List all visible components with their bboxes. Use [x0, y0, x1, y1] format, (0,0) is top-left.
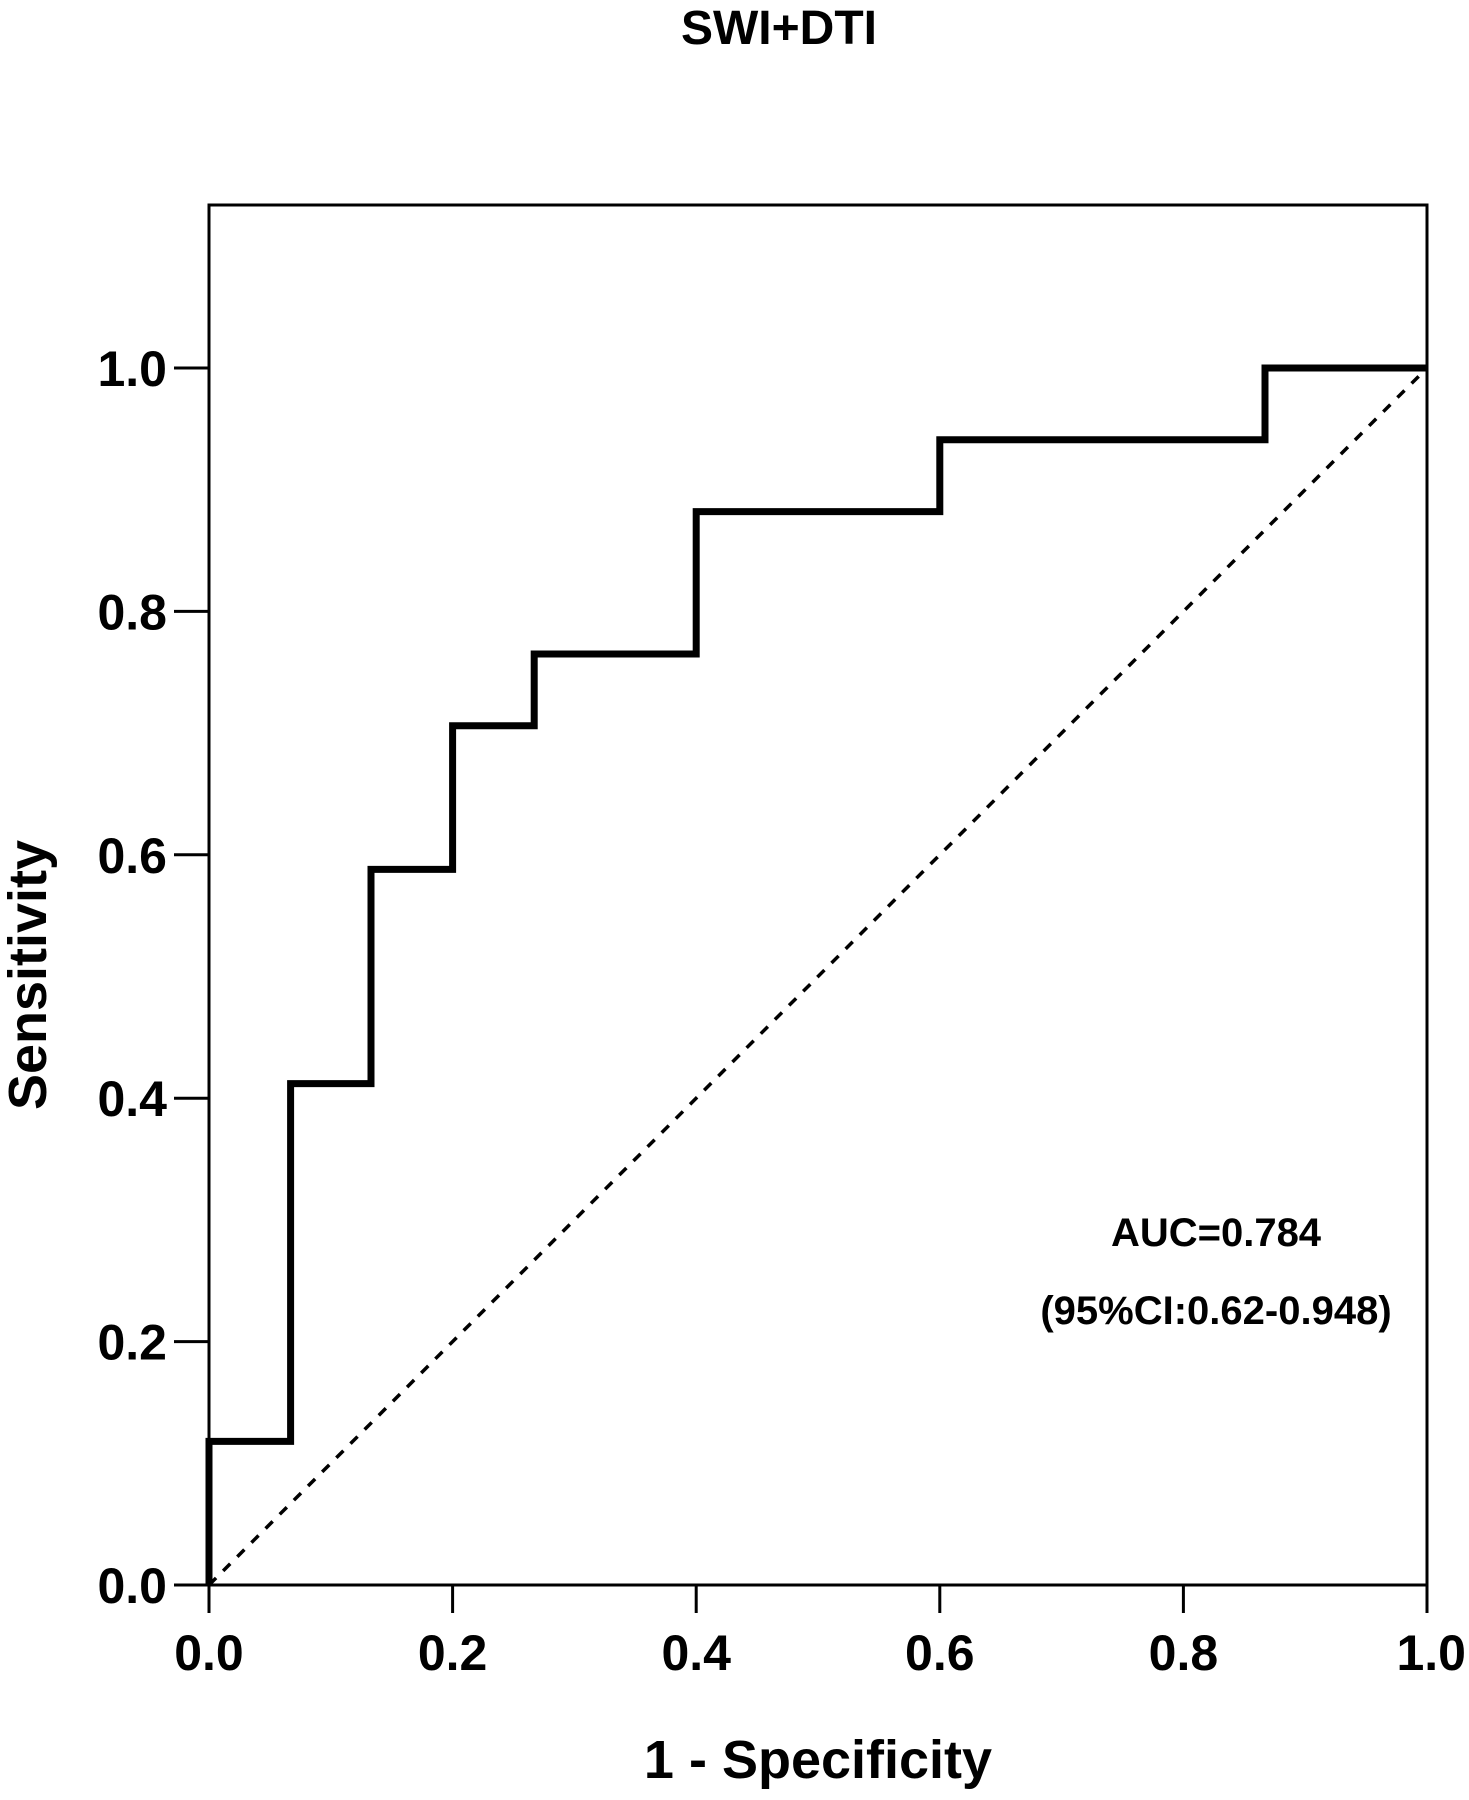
x-tick-label: 0.0 — [174, 1625, 244, 1681]
y-tick-label: 0.6 — [97, 828, 167, 884]
y-tick-label: 0.8 — [97, 584, 167, 640]
x-tick-label: 0.8 — [1149, 1625, 1219, 1681]
reference-diagonal — [207, 366, 1429, 1587]
y-tick-label: 1.0 — [97, 341, 167, 397]
tick-labels: 0.0 0.2 0.4 0.6 0.8 1.0 0.0 0.2 0.4 0.6 0.8 1.0 — [97, 341, 1466, 1681]
x-tick-label: 1.0 — [1396, 1625, 1466, 1681]
x-axis-label: 1 - Specificity — [644, 1730, 992, 1790]
auc-annotation: AUC=0.784 — [1111, 1211, 1322, 1255]
y-tick-label: 0.4 — [97, 1071, 167, 1127]
ci-annotation: (95%CI:0.62-0.948) — [1040, 1289, 1391, 1333]
y-tick-label: 0.2 — [97, 1315, 167, 1371]
roc-curve — [205, 364, 1427, 1585]
x-tick-label: 0.6 — [905, 1625, 975, 1681]
chart-title: SWI+DTI — [681, 2, 877, 55]
y-axis-label: Sensitivity — [0, 840, 58, 1110]
x-tick-label: 0.4 — [661, 1625, 731, 1681]
axis-ticks — [174, 366, 1429, 1613]
plot-frame — [207, 203, 1429, 1587]
y-tick-label: 0.0 — [97, 1558, 167, 1614]
x-tick-label: 0.2 — [418, 1625, 488, 1681]
